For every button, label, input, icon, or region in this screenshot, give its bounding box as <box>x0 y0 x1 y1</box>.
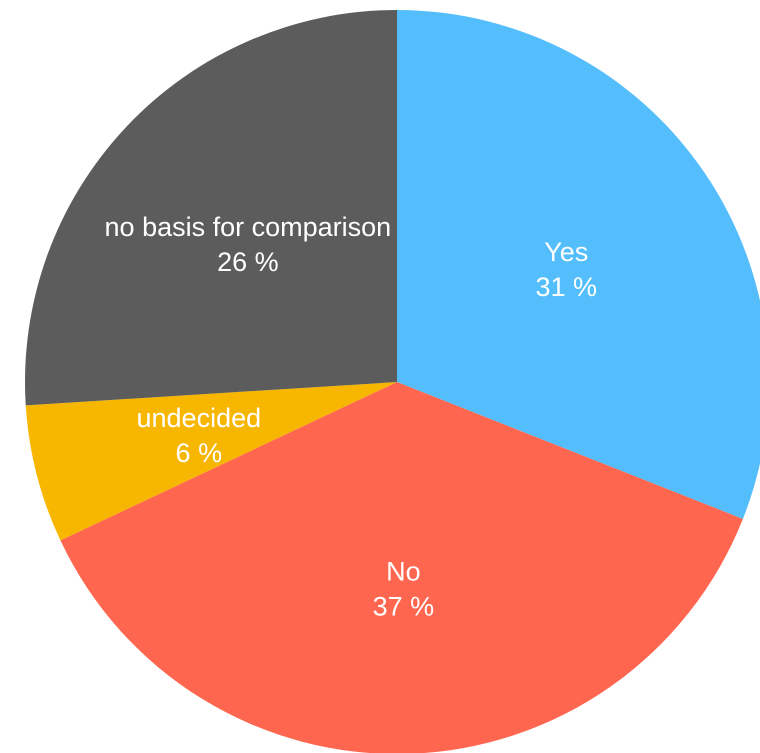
pie-slice-no <box>60 382 743 753</box>
pie-labels: Yes 31 % No 37 % undecided 6 % no basis for co… <box>105 212 597 622</box>
slice-label: no basis for comparison <box>105 212 392 242</box>
pie-slice-yes <box>397 10 760 519</box>
slice-value-label: 6 % <box>176 438 223 468</box>
slice-label: No <box>386 556 421 586</box>
slice-value-label: 26 % <box>217 247 279 277</box>
slice-label: Yes <box>544 237 588 267</box>
pie-slice-undecided <box>25 382 397 541</box>
pie-slice-no-basis-for-comparison <box>24 10 397 406</box>
slice-value-label: 31 % <box>535 272 597 302</box>
slice-value-label: 37 % <box>373 591 435 621</box>
slice-label: undecided <box>137 403 262 433</box>
pie-slices <box>24 10 760 753</box>
